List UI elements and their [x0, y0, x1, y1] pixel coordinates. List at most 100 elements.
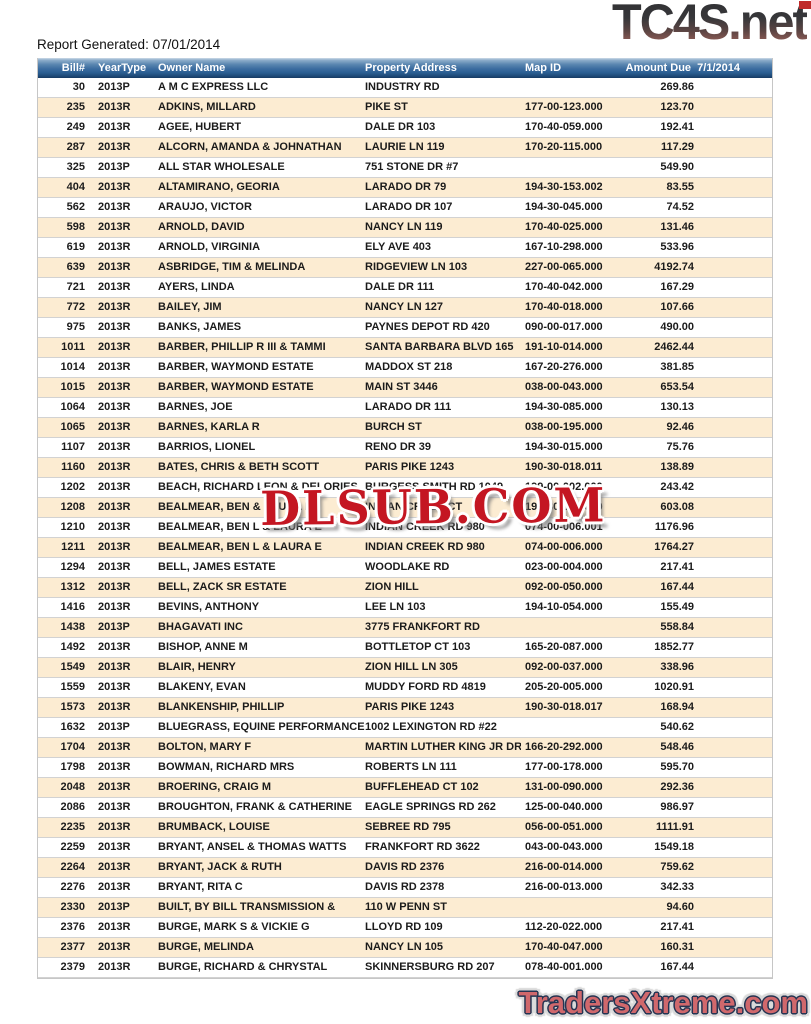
table-row: 249 2013R AGEE, HUBERT DALE DR 103 170-4… [38, 118, 772, 138]
col-header-yeartype: YearType [98, 62, 147, 74]
mapid-cell: 194-30-045.000 [525, 201, 603, 213]
amount-cell: 117.29 [660, 141, 694, 153]
logo-red-mark [799, 1, 811, 9]
yeartype-cell: 2013R [98, 861, 131, 873]
amount-cell: 243.42 [660, 481, 694, 493]
table-row: 1438 2013P BHAGAVATI INC 3775 FRANKFORT … [38, 618, 772, 638]
address-cell: BURCH ST [365, 421, 422, 433]
amount-cell: 138.89 [660, 461, 694, 473]
owner-cell: BARRIOS, LIONEL [158, 441, 256, 453]
amount-cell: 123.70 [660, 101, 694, 113]
col-header-bill: Bill# [61, 62, 85, 74]
col-header-owner: Owner Name [158, 62, 226, 74]
owner-cell: BARBER, WAYMOND ESTATE [158, 381, 314, 393]
owner-cell: ARAUJO, VICTOR [158, 201, 252, 213]
bill-cell: 2379 [60, 961, 85, 973]
table-row: 2048 2013R BROERING, CRAIG M BUFFLEHEAD … [38, 778, 772, 798]
table-row: 287 2013R ALCORN, AMANDA & JOHNATHAN LAU… [38, 138, 772, 158]
mapid-cell: 194-30-085.000 [525, 401, 603, 413]
table-row: 1208 2013R BEALMEAR, BEN & LAURA E INDIA… [38, 498, 772, 518]
address-cell: SEBREE RD 795 [365, 821, 451, 833]
table-row: 325 2013P ALL STAR WHOLESALE 751 STONE D… [38, 158, 772, 178]
amount-cell: 603.08 [660, 501, 694, 513]
table-row: 721 2013R AYERS, LINDA DALE DR 111 170-4… [38, 278, 772, 298]
bill-cell: 619 [66, 241, 85, 253]
address-cell: ZION HILL [365, 581, 419, 593]
address-cell: LAURIE LN 119 [365, 141, 445, 153]
address-cell: MAIN ST 3446 [365, 381, 438, 393]
mapid-cell: 165-20-087.000 [525, 641, 603, 653]
address-cell: EAGLE SPRINGS RD 262 [365, 801, 496, 813]
mapid-cell [521, 78, 613, 97]
yeartype-cell: 2013R [98, 221, 131, 233]
mapid-cell: 074-00-006.001 [525, 521, 603, 533]
amount-cell: 155.49 [660, 601, 694, 613]
bill-cell: 1011 [61, 341, 85, 353]
mapid-cell: 227-00-065.000 [525, 261, 603, 273]
mapid-cell: 194-10-054.000 [525, 601, 603, 613]
table-row: 619 2013R ARNOLD, VIRGINIA ELY AVE 403 1… [38, 238, 772, 258]
yeartype-cell: 2013P [98, 721, 130, 733]
amount-cell: 94.60 [666, 901, 694, 913]
yeartype-cell: 2013R [98, 821, 131, 833]
owner-cell: BROERING, CRAIG M [158, 781, 272, 793]
yeartype-cell: 2013R [98, 461, 131, 473]
owner-cell: ARNOLD, DAVID [158, 221, 245, 233]
mapid-cell: 038-00-043.000 [525, 381, 603, 393]
address-cell: PARIS PIKE 1243 [365, 701, 455, 713]
bill-cell: 1160 [61, 461, 85, 473]
yeartype-cell: 2013R [98, 401, 131, 413]
address-cell: NANCY LN 119 [365, 221, 443, 233]
address-cell: LARADO DR 111 [365, 401, 452, 413]
yeartype-cell: 2013R [98, 741, 131, 753]
address-cell: FRANKFORT RD 3622 [365, 841, 480, 853]
table-row: 1549 2013R BLAIR, HENRY ZION HILL LN 305… [38, 658, 772, 678]
mapid-cell: 190-30-018.017 [525, 701, 603, 713]
table-row: 2235 2013R BRUMBACK, LOUISE SEBREE RD 79… [38, 818, 772, 838]
mapid-cell [521, 618, 613, 637]
mapid-cell: 194-30-153.002 [525, 181, 603, 193]
yeartype-cell: 2013R [98, 201, 131, 213]
yeartype-cell: 2013R [98, 561, 131, 573]
table-body: 30 2013P A M C EXPRESS LLC INDUSTRY RD 2… [38, 78, 772, 978]
owner-cell: BLAIR, HENRY [158, 661, 236, 673]
amount-cell: 1852.77 [654, 641, 694, 653]
mapid-cell [521, 898, 613, 917]
yeartype-cell: 2013R [98, 641, 131, 653]
yeartype-cell: 2013R [98, 921, 131, 933]
address-cell: DAVIS RD 2378 [365, 881, 445, 893]
amount-cell: 4192.74 [654, 261, 694, 273]
table-row: 598 2013R ARNOLD, DAVID NANCY LN 119 170… [38, 218, 772, 238]
mapid-cell: 194-30-015.000 [525, 441, 603, 453]
owner-cell: BEALMEAR, BEN & LAURA E [158, 501, 313, 513]
amount-cell: 167.44 [660, 581, 694, 593]
bill-cell: 2048 [60, 781, 85, 793]
table-row: 1211 2013R BEALMEAR, BEN L & LAURA E IND… [38, 538, 772, 558]
yeartype-cell: 2013R [98, 101, 131, 113]
amount-cell: 548.46 [660, 741, 694, 753]
amount-cell: 342.33 [660, 881, 694, 893]
amount-cell: 74.52 [666, 201, 694, 213]
amount-cell: 653.54 [660, 381, 694, 393]
mapid-cell: 112-20-022.000 [525, 921, 603, 933]
yeartype-cell: 2013R [98, 361, 131, 373]
yeartype-cell: 2013R [98, 441, 131, 453]
mapid-cell: 038-00-195.000 [525, 421, 603, 433]
amount-cell: 92.46 [666, 421, 694, 433]
table-row: 975 2013R BANKS, JAMES PAYNES DEPOT RD 4… [38, 318, 772, 338]
mapid-cell: 023-00-004.000 [525, 561, 603, 573]
bill-cell: 2259 [60, 841, 85, 853]
mapid-cell: 177-00-123.000 [525, 101, 603, 113]
table-row: 1014 2013R BARBER, WAYMOND ESTATE MADDOX… [38, 358, 772, 378]
address-cell: INDIAN CREEK RD 980 [365, 541, 485, 553]
dlsub-watermark: DLSUB.COM [259, 478, 607, 537]
address-cell: NANCY LN 127 [365, 301, 444, 313]
bill-cell: 404 [66, 181, 85, 193]
mapid-cell [521, 718, 613, 737]
bill-cell: 721 [66, 281, 85, 293]
table-row: 2376 2013R BURGE, MARK S & VICKIE G LLOY… [38, 918, 772, 938]
address-cell: ELY AVE 403 [365, 241, 432, 253]
address-cell: SKINNERSBURG RD 207 [365, 961, 495, 973]
delinquent-tax-table: Bill# YearType Owner Name Property Addre… [37, 58, 773, 979]
owner-cell: ARNOLD, VIRGINIA [158, 241, 261, 253]
